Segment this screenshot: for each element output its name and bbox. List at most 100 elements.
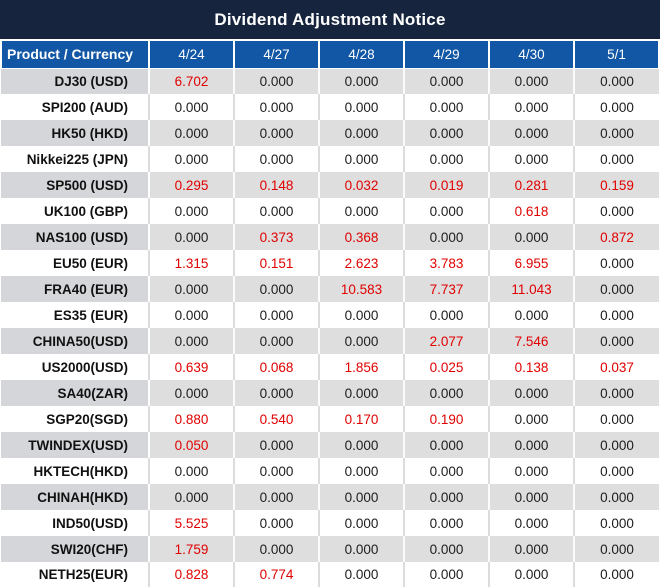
value-cell: 0.000 (573, 536, 659, 562)
value-cell: 0.000 (148, 328, 234, 354)
value-cell: 0.000 (318, 302, 404, 328)
table-row: NETH25(EUR) 0.828 0.774 0.000 0.000 0.000 0.00… (1, 562, 659, 587)
value-cell: 0.000 (233, 146, 319, 172)
value-cell: 0.000 (403, 146, 489, 172)
value-cell: 0.000 (488, 94, 574, 120)
value-cell: 0.000 (148, 302, 234, 328)
product-cell: ES35 (EUR) (1, 302, 149, 328)
value-cell: 0.000 (573, 276, 659, 302)
table-row: SGP20(SGD) 0.880 0.540 0.170 0.190 0.000 0.000 (1, 406, 659, 432)
value-cell: 0.000 (403, 94, 489, 120)
product-cell: IND50(USD) (1, 510, 149, 536)
value-cell: 0.000 (488, 120, 574, 146)
value-cell: 0.000 (573, 510, 659, 536)
value-cell: 0.774 (233, 562, 319, 587)
value-cell: 0.000 (488, 380, 574, 406)
value-cell: 0.000 (573, 328, 659, 354)
value-cell: 0.159 (573, 172, 659, 198)
value-cell: 0.000 (148, 146, 234, 172)
product-cell: HK50 (HKD) (1, 120, 149, 146)
value-cell: 0.000 (488, 406, 574, 432)
date-column-header: 4/24 (148, 39, 234, 69)
value-cell: 0.000 (233, 432, 319, 458)
value-cell: 0.000 (148, 120, 234, 146)
table-row: US2000(USD) 0.639 0.068 1.856 0.025 0.138 0.03… (1, 354, 659, 380)
table-row: SWI20(CHF) 1.759 0.000 0.000 0.000 0.000 0.000 (1, 536, 659, 562)
value-cell: 0.295 (148, 172, 234, 198)
value-cell: 0.000 (573, 94, 659, 120)
dividend-table: Product / Currency 4/24 4/27 4/28 4/29 4/30 5/… (0, 39, 660, 587)
table-row: ES35 (EUR) 0.000 0.000 0.000 0.000 0.000 0.000 (1, 302, 659, 328)
table-row: HKTECH(HKD) 0.000 0.000 0.000 0.000 0.000 0.00… (1, 458, 659, 484)
value-cell: 0.000 (318, 94, 404, 120)
value-cell: 0.000 (573, 302, 659, 328)
table-header: Product / Currency 4/24 4/27 4/28 4/29 4/30 5/… (0, 39, 660, 69)
value-cell: 0.000 (488, 536, 574, 562)
date-column-header: 4/30 (488, 39, 574, 69)
date-column-header: 4/29 (403, 39, 489, 69)
value-cell: 0.000 (488, 224, 574, 250)
value-cell: 0.000 (403, 458, 489, 484)
value-cell: 0.170 (318, 406, 404, 432)
value-cell: 0.000 (573, 406, 659, 432)
table-row: HK50 (HKD) 0.000 0.000 0.000 0.000 0.000 0.000 (1, 120, 659, 146)
value-cell: 0.000 (403, 224, 489, 250)
value-cell: 11.043 (488, 276, 574, 302)
value-cell: 0.880 (148, 406, 234, 432)
value-cell: 0.000 (573, 250, 659, 276)
value-cell: 0.000 (403, 68, 489, 94)
product-cell: HKTECH(HKD) (1, 458, 149, 484)
page-title: Dividend Adjustment Notice (0, 0, 660, 39)
value-cell: 0.000 (488, 510, 574, 536)
date-column-header: 5/1 (573, 39, 660, 69)
product-cell: SWI20(CHF) (1, 536, 149, 562)
value-cell: 0.000 (573, 458, 659, 484)
product-cell: SGP20(SGD) (1, 406, 149, 432)
value-cell: 0.000 (573, 68, 659, 94)
value-cell: 0.000 (318, 380, 404, 406)
value-cell: 0.000 (148, 224, 234, 250)
value-cell: 0.000 (233, 198, 319, 224)
table-row: Nikkei225 (JPN) 0.000 0.000 0.000 0.000 0.000… (1, 146, 659, 172)
value-cell: 0.540 (233, 406, 319, 432)
value-cell: 0.000 (318, 458, 404, 484)
product-cell: NETH25(EUR) (1, 562, 149, 587)
value-cell: 0.000 (573, 198, 659, 224)
value-cell: 7.546 (488, 328, 574, 354)
product-column-header: Product / Currency (0, 39, 149, 69)
table-row: NAS100 (USD) 0.000 0.373 0.368 0.000 0.000 0.8… (1, 224, 659, 250)
value-cell: 0.000 (318, 484, 404, 510)
value-cell: 0.000 (488, 302, 574, 328)
value-cell: 0.000 (233, 536, 319, 562)
value-cell: 0.000 (403, 432, 489, 458)
value-cell: 0.373 (233, 224, 319, 250)
product-cell: US2000(USD) (1, 354, 149, 380)
value-cell: 0.000 (148, 458, 234, 484)
value-cell: 7.737 (403, 276, 489, 302)
value-cell: 0.000 (488, 146, 574, 172)
value-cell: 0.000 (573, 380, 659, 406)
value-cell: 0.639 (148, 354, 234, 380)
value-cell: 0.000 (573, 562, 659, 587)
value-cell: 0.000 (488, 562, 574, 587)
value-cell: 0.148 (233, 172, 319, 198)
value-cell: 0.000 (148, 94, 234, 120)
value-cell: 0.281 (488, 172, 574, 198)
product-cell: EU50 (EUR) (1, 250, 149, 276)
value-cell: 2.623 (318, 250, 404, 276)
value-cell: 0.000 (233, 302, 319, 328)
value-cell: 1.856 (318, 354, 404, 380)
value-cell: 0.000 (233, 276, 319, 302)
product-cell: SA40(ZAR) (1, 380, 149, 406)
table-row: FRA40 (EUR) 0.000 0.000 10.583 7.737 11.043 0.… (1, 276, 659, 302)
value-cell: 0.000 (488, 68, 574, 94)
value-cell: 0.000 (403, 198, 489, 224)
product-cell: FRA40 (EUR) (1, 276, 149, 302)
product-cell: SP500 (USD) (1, 172, 149, 198)
table-row: IND50(USD) 5.525 0.000 0.000 0.000 0.000 0.000 (1, 510, 659, 536)
value-cell: 0.000 (318, 198, 404, 224)
value-cell: 1.315 (148, 250, 234, 276)
value-cell: 2.077 (403, 328, 489, 354)
value-cell: 0.000 (403, 562, 489, 587)
product-cell: TWINDEX(USD) (1, 432, 149, 458)
